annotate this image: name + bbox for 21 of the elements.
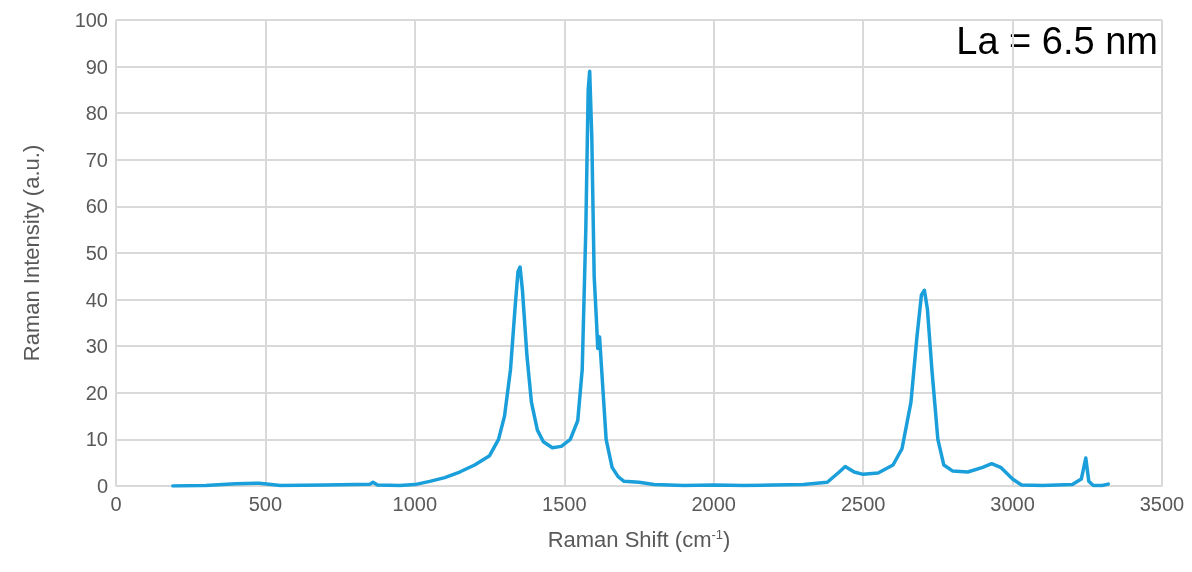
- y-tick-label: 0: [96, 475, 108, 497]
- y-tick-label: 20: [85, 381, 108, 404]
- x-tick-label: 1500: [542, 493, 587, 515]
- x-tick-label: 3000: [990, 493, 1035, 515]
- x-tick-label: 0: [110, 493, 122, 515]
- x-tick-label: 500: [248, 493, 283, 515]
- y-tick-label: 70: [85, 148, 108, 171]
- y-axis-title: Raman Intensity (a.u.): [18, 144, 44, 362]
- y-tick-label: 10: [85, 428, 108, 451]
- x-tick-label: 2000: [691, 493, 736, 515]
- x-tick-label: 2500: [840, 493, 886, 515]
- y-tick-label: 100: [74, 9, 108, 31]
- y-tick-label: 60: [85, 195, 108, 218]
- y-tick-label: 30: [85, 335, 108, 358]
- y-tick-label: 80: [85, 102, 108, 125]
- y-tick-label: 40: [85, 288, 108, 311]
- y-tick-label: 50: [85, 242, 108, 264]
- line-series: [171, 69, 1110, 488]
- x-tick-label: 1000: [392, 493, 438, 515]
- x-tick-label: 3500: [1139, 493, 1185, 515]
- y-tick-label: 90: [85, 55, 108, 78]
